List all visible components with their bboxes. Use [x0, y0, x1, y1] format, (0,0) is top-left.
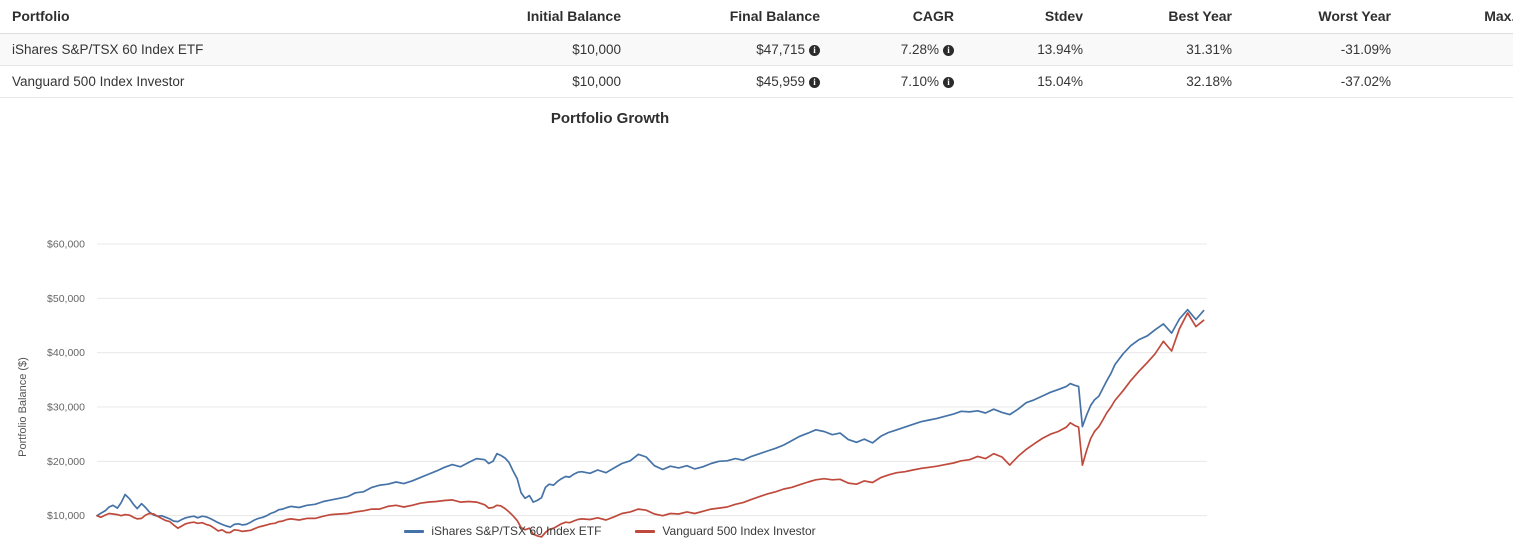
table-header-row: Portfolio Initial Balance Final Balance … — [0, 0, 1513, 34]
cell-worst-year: -31.09% — [1244, 33, 1403, 66]
svg-text:$40,000: $40,000 — [47, 347, 85, 359]
cell-best-year: 31.31% — [1095, 33, 1244, 66]
portfolio-growth-chart: Portfolio Growth $0$10,000$20,000$30,000… — [0, 98, 1513, 538]
svg-text:$30,000: $30,000 — [47, 402, 85, 414]
cell-stdev: 13.94% — [966, 33, 1095, 66]
cell-portfolio-name: Vanguard 500 Index Investor — [0, 65, 444, 98]
column-header-portfolio[interactable]: Portfolio — [0, 0, 444, 34]
cell-cagr-value: 7.28% — [900, 42, 939, 57]
cell-max-drawdown: -45.65%i — [1403, 33, 1513, 66]
cell-max-drawdown: -50.97%i — [1403, 65, 1513, 98]
info-icon[interactable]: i — [809, 45, 820, 56]
chart-series-line-1 — [96, 308, 1205, 528]
column-header-max-drawdown[interactable]: Max. Drawdown — [1403, 0, 1513, 34]
table-body: iShares S&P/TSX 60 Index ETF $10,000 $47… — [0, 33, 1513, 98]
svg-text:$50,000: $50,000 — [47, 293, 85, 305]
column-header-stdev[interactable]: Stdev — [966, 0, 1095, 34]
chart-legend: iShares S&P/TSX 60 Index ETF Vanguard 50… — [0, 524, 1220, 538]
info-icon[interactable]: i — [943, 77, 954, 88]
cell-final-balance-value: $45,959 — [756, 74, 805, 89]
svg-text:$20,000: $20,000 — [47, 456, 85, 468]
chart-series-line-2 — [96, 312, 1205, 538]
cell-cagr-value: 7.10% — [900, 74, 939, 89]
table-row: Vanguard 500 Index Investor $10,000 $45,… — [0, 65, 1513, 98]
legend-swatch-icon — [635, 529, 656, 533]
chart-canvas: $0$10,000$20,000$30,000$40,000$50,000$60… — [0, 98, 1513, 543]
column-header-worst-year[interactable]: Worst Year — [1244, 0, 1403, 34]
svg-text:Portfolio Balance ($): Portfolio Balance ($) — [17, 357, 29, 457]
chart-svg: $0$10,000$20,000$30,000$40,000$50,000$60… — [17, 239, 1207, 538]
cell-best-year: 32.18% — [1095, 65, 1244, 98]
cell-initial-balance: $10,000 — [444, 33, 633, 66]
legend-label: iShares S&P/TSX 60 Index ETF — [431, 524, 602, 538]
column-header-initial-balance[interactable]: Initial Balance — [444, 0, 633, 34]
info-icon[interactable]: i — [809, 77, 820, 88]
cell-cagr: 7.10% i — [832, 65, 966, 98]
cell-portfolio-name: iShares S&P/TSX 60 Index ETF — [0, 33, 444, 66]
legend-label: Vanguard 500 Index Investor — [662, 524, 816, 538]
column-header-best-year[interactable]: Best Year — [1095, 0, 1244, 34]
cell-final-balance: $47,715 i — [633, 33, 832, 66]
legend-item-series-1[interactable]: iShares S&P/TSX 60 Index ETF — [404, 524, 601, 538]
portfolio-results-table: Portfolio Initial Balance Final Balance … — [0, 0, 1513, 98]
cell-final-balance-value: $47,715 — [756, 42, 805, 57]
svg-text:$60,000: $60,000 — [47, 239, 85, 251]
table-row: iShares S&P/TSX 60 Index ETF $10,000 $47… — [0, 33, 1513, 66]
svg-text:$10,000: $10,000 — [47, 510, 85, 522]
table-header: Portfolio Initial Balance Final Balance … — [0, 0, 1513, 34]
legend-swatch-icon — [404, 529, 425, 533]
legend-item-series-2[interactable]: Vanguard 500 Index Investor — [635, 524, 816, 538]
cell-cagr: 7.28% i — [832, 33, 966, 66]
info-icon[interactable]: i — [943, 45, 954, 56]
column-header-cagr[interactable]: CAGR — [832, 0, 966, 34]
cell-final-balance: $45,959 i — [633, 65, 832, 98]
cell-stdev: 15.04% — [966, 65, 1095, 98]
cell-initial-balance: $10,000 — [444, 65, 633, 98]
column-header-final-balance[interactable]: Final Balance — [633, 0, 832, 34]
chart-title: Portfolio Growth — [550, 110, 670, 127]
cell-worst-year: -37.02% — [1244, 65, 1403, 98]
